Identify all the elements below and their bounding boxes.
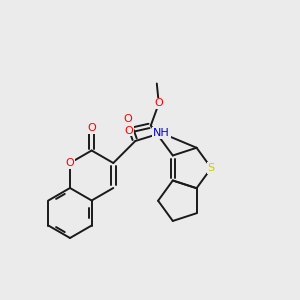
Text: O: O — [154, 98, 163, 109]
Text: S: S — [208, 163, 215, 173]
Text: O: O — [123, 114, 132, 124]
Text: O: O — [66, 158, 74, 168]
Text: O: O — [124, 125, 133, 136]
Text: O: O — [87, 123, 96, 133]
Text: NH: NH — [153, 128, 170, 138]
